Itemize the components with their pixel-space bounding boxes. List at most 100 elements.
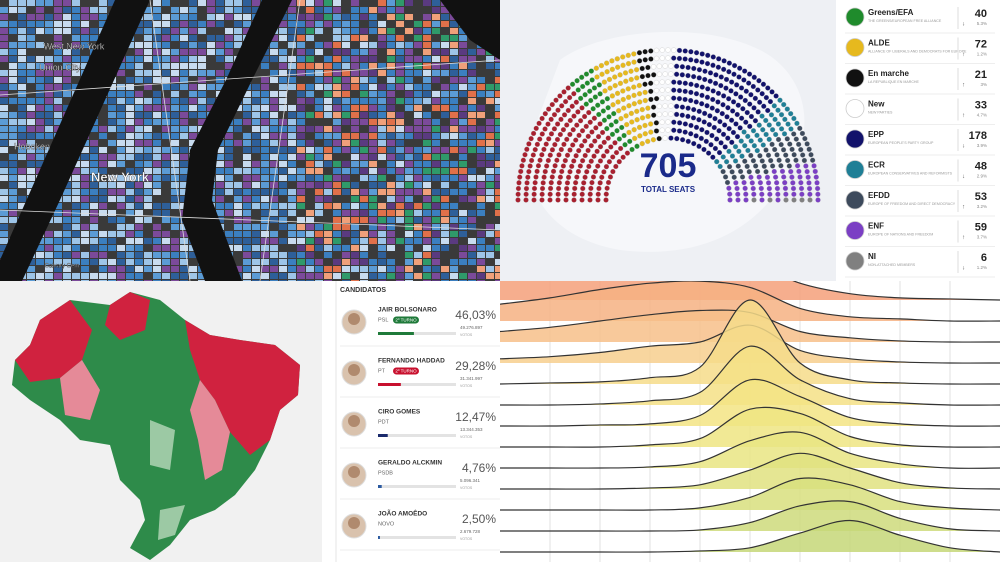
map-block <box>36 0 44 6</box>
legend-change: 3.7% <box>977 235 987 240</box>
map-block <box>387 189 395 195</box>
map-block <box>468 252 476 258</box>
map-block <box>333 203 341 209</box>
map-block <box>63 91 71 97</box>
map-block <box>297 56 305 62</box>
map-block <box>90 7 98 13</box>
seat <box>553 97 559 103</box>
seat <box>601 79 608 85</box>
map-block <box>180 98 188 104</box>
map-block <box>90 140 98 146</box>
map-block <box>135 63 143 69</box>
seat <box>726 125 732 132</box>
map-block <box>9 175 17 181</box>
map-block <box>288 21 296 27</box>
map-block <box>405 231 413 237</box>
map-block <box>360 154 368 160</box>
map-block <box>387 112 395 118</box>
map-block <box>45 14 53 20</box>
map-block <box>180 42 188 48</box>
map-block <box>252 140 260 146</box>
map-block <box>387 35 395 41</box>
seat <box>547 191 553 197</box>
map-block <box>270 77 278 83</box>
map-block <box>18 70 26 76</box>
map-block <box>63 245 71 251</box>
seat <box>520 157 527 163</box>
seat <box>779 168 786 174</box>
map-block <box>387 154 395 160</box>
map-block <box>135 168 143 174</box>
map-block <box>180 280 188 281</box>
map-block <box>306 112 314 118</box>
map-block <box>225 154 233 160</box>
seat <box>740 106 746 112</box>
map-block <box>144 42 152 48</box>
seat <box>781 101 787 108</box>
map-block <box>135 49 143 55</box>
map-block <box>153 252 161 258</box>
map-block <box>279 280 287 281</box>
map-block <box>18 147 26 153</box>
seat <box>707 113 713 119</box>
seat <box>528 157 535 164</box>
map-block <box>333 56 341 62</box>
seat <box>650 137 657 143</box>
map-block <box>351 35 359 41</box>
map-block <box>198 70 206 76</box>
seat <box>685 64 691 71</box>
map-block <box>99 154 107 160</box>
map-block <box>279 203 287 209</box>
seat <box>659 79 665 85</box>
map-block <box>234 0 242 6</box>
map-block <box>216 175 224 181</box>
seat <box>696 108 702 114</box>
legend-description: EUROPEAN CONSERVATIVES AND REFORMISTS <box>868 171 953 175</box>
map-block <box>396 126 404 132</box>
seat <box>570 142 576 148</box>
map-block <box>117 231 125 237</box>
map-block <box>315 168 323 174</box>
seat <box>720 131 727 137</box>
map-block <box>477 231 485 237</box>
legend-swatch <box>845 7 865 27</box>
map-block <box>54 28 62 34</box>
map-block <box>153 70 161 76</box>
map-block <box>135 175 143 181</box>
map-block <box>36 161 44 167</box>
seat <box>563 185 570 192</box>
map-block <box>243 252 251 258</box>
map-block <box>315 14 323 20</box>
map-block <box>243 224 251 230</box>
road <box>259 0 301 281</box>
seat <box>775 136 782 143</box>
map-block <box>0 238 8 244</box>
map-block <box>450 56 458 62</box>
map-block <box>315 154 323 160</box>
map-block <box>423 56 431 62</box>
map-block <box>333 105 341 111</box>
map-block <box>315 42 323 48</box>
legend-description: ALLIANCE OF LIBERALS AND DEMOCRATS FOR E… <box>868 49 967 53</box>
seat <box>763 117 769 124</box>
map-block <box>432 105 440 111</box>
map-block <box>432 266 440 272</box>
seat <box>712 80 719 86</box>
seat <box>704 129 710 136</box>
map-block <box>432 7 440 13</box>
map-block <box>144 56 152 62</box>
map-block <box>162 119 170 125</box>
legend-swatch <box>845 251 865 271</box>
map-block <box>297 98 305 104</box>
map-block <box>432 63 440 69</box>
map-block <box>477 273 485 279</box>
map-block <box>468 91 476 97</box>
map-block <box>297 196 305 202</box>
seat <box>599 71 605 77</box>
map-block <box>288 273 296 279</box>
map-block <box>324 252 332 258</box>
map-block <box>171 119 179 125</box>
map-block <box>297 105 305 111</box>
legend-change: 3.9% <box>977 143 987 148</box>
map-block <box>288 0 296 6</box>
